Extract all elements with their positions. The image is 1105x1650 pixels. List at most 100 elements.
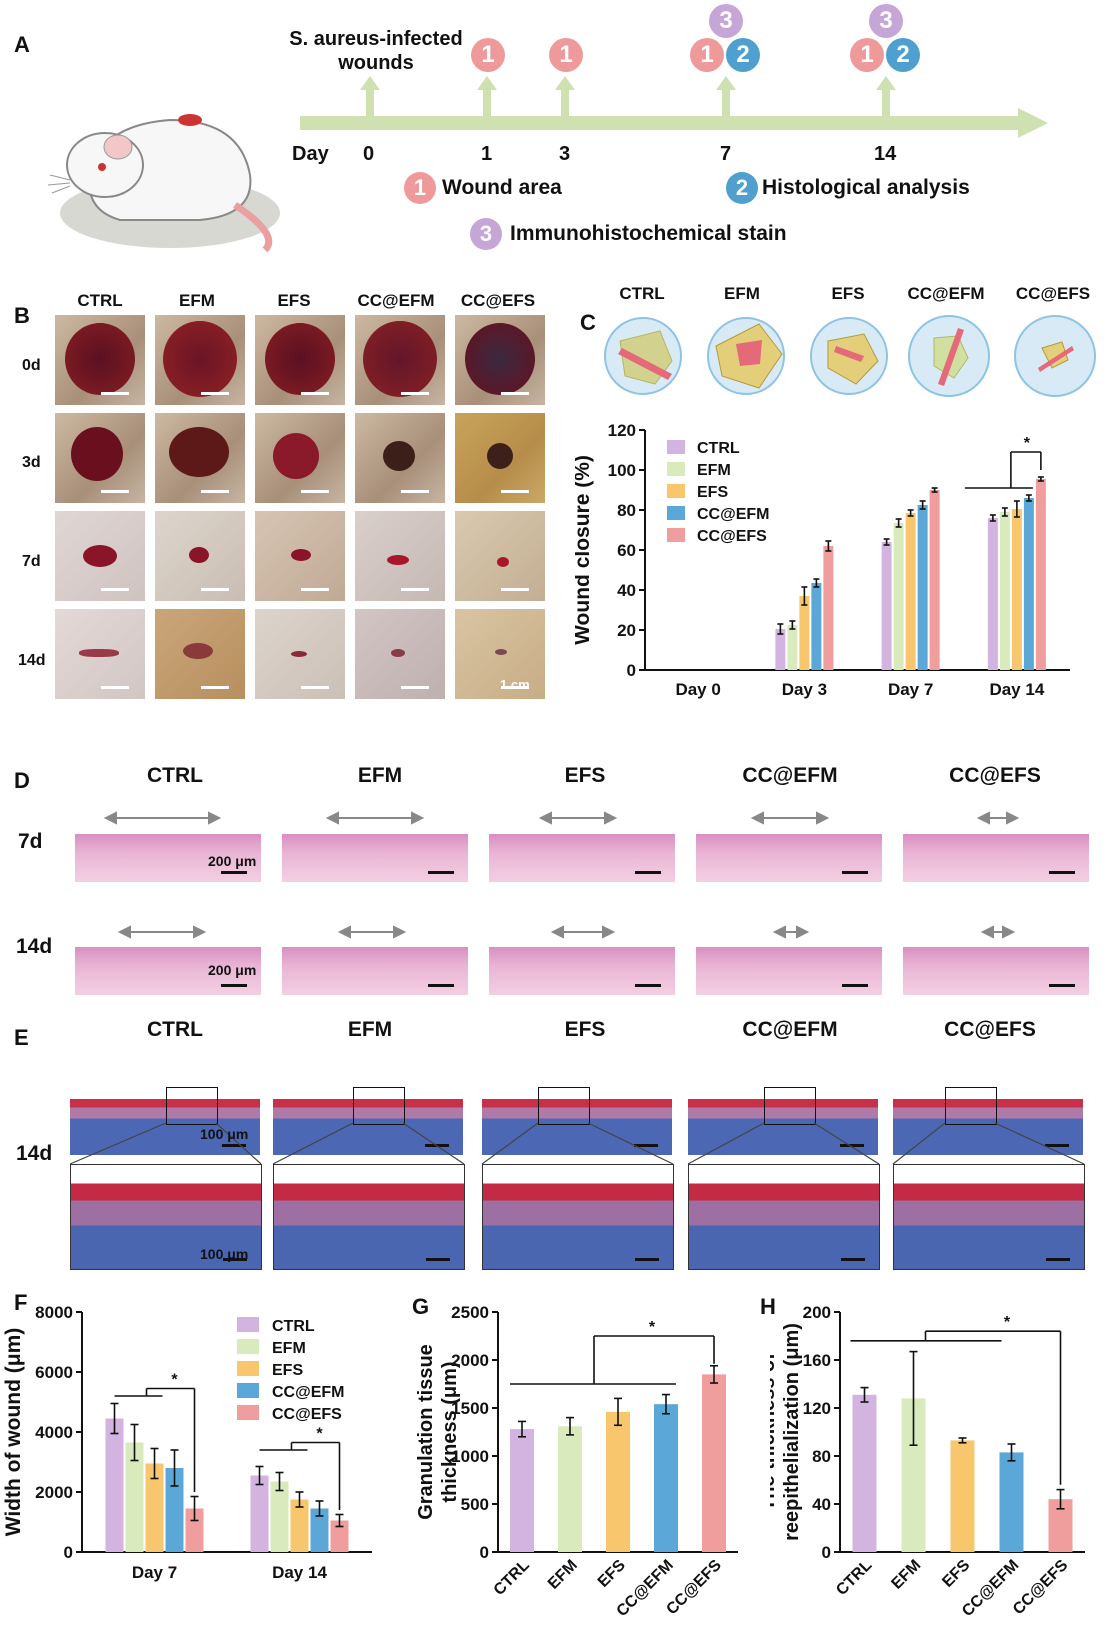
legend-swatch-efm bbox=[667, 462, 685, 476]
wound-photo-efs-3d bbox=[255, 413, 345, 503]
timeline-day-3: 3 bbox=[559, 143, 571, 165]
marker-day7-immuno: 3 bbox=[709, 4, 743, 38]
he-section-efs-14d bbox=[489, 925, 675, 995]
wound-trace-ctrl bbox=[604, 317, 682, 395]
legend-label-cc-efm: CC@EFM bbox=[697, 506, 769, 523]
reepithelialization-chart: 0 40 80 120 160 200 The thickness of reepitheli… bbox=[770, 1303, 1085, 1620]
y-tick-label: 0 bbox=[822, 1543, 831, 1562]
legend-label-efm: EFM bbox=[697, 462, 731, 479]
wound-photo-cc-efs-14d bbox=[455, 609, 545, 699]
wound-photo-cc-efm-0d bbox=[355, 315, 445, 405]
legend-label-cc-efs: CC@EFS bbox=[272, 1406, 342, 1423]
y-axis-title-line1: Granulation tissue bbox=[415, 1344, 437, 1520]
legend-histological-analysis: 2 Histological analysis bbox=[726, 172, 970, 204]
wound-photo-ctrl-7d bbox=[55, 511, 145, 601]
x-tick-label: CTRL bbox=[491, 1557, 533, 1599]
legend-number-1: 1 bbox=[404, 172, 436, 204]
significance-star: * bbox=[171, 1372, 178, 1389]
wound-trace-efs bbox=[810, 317, 888, 395]
e-scale-bar-label-zoom: 100 μm bbox=[200, 1246, 249, 1262]
y-tick-label: 40 bbox=[617, 581, 636, 600]
d-col-cc-efm: CC@EFM bbox=[742, 764, 838, 787]
marker-day14-immuno: 3 bbox=[869, 4, 903, 38]
y-tick-label: 2000 bbox=[451, 1351, 489, 1370]
legend-label-efs: EFS bbox=[697, 484, 728, 501]
y-tick-label: 20 bbox=[617, 621, 636, 640]
wound-photo-efm-0d bbox=[155, 315, 245, 405]
masson-zoom-ctrl bbox=[70, 1164, 262, 1270]
legend-swatch-efs bbox=[667, 484, 685, 498]
significance-star: * bbox=[316, 1426, 323, 1443]
bar-ctrl bbox=[852, 1394, 877, 1552]
marker-day14-wound-area: 1 bbox=[850, 38, 884, 72]
d-col-ctrl: CTRL bbox=[147, 764, 203, 787]
panel-label-e: E bbox=[14, 1025, 29, 1050]
bar-cc-efs-day-14 bbox=[1035, 479, 1046, 670]
y-axis-title: Wound closure (%) bbox=[575, 455, 594, 645]
bar-cc-efs-day-3 bbox=[823, 546, 834, 670]
panel-label-a: A bbox=[14, 32, 30, 57]
y-tick-label: 1000 bbox=[451, 1447, 489, 1466]
marker-day7-histology: 2 bbox=[726, 38, 760, 72]
x-tick-label: Day 14 bbox=[989, 680, 1044, 699]
bar-ctrl bbox=[510, 1429, 534, 1552]
bar-efs-day-7 bbox=[905, 513, 916, 670]
d-col-efm: EFM bbox=[357, 764, 403, 787]
masson-overview-efm bbox=[273, 1085, 463, 1155]
wound-photo-ctrl-0d bbox=[55, 315, 145, 405]
timeline-start-label: S. aureus-infected wounds bbox=[289, 28, 463, 74]
b-row-7d: 7d bbox=[22, 553, 41, 570]
bar-efm-day-7 bbox=[125, 1442, 144, 1552]
b-col-efm: EFM bbox=[179, 291, 215, 310]
panel-label-c: C bbox=[580, 310, 596, 335]
c-col-cc-efm: CC@EFM bbox=[907, 284, 985, 303]
bar-ctrl-day-3 bbox=[775, 629, 786, 670]
c-col-efs: EFS bbox=[831, 284, 865, 303]
b-col-ctrl: CTRL bbox=[77, 291, 123, 310]
timeline-day-1: 1 bbox=[481, 143, 493, 165]
legend-swatch-efs bbox=[237, 1361, 259, 1376]
wound-photo-cc-efm-14d bbox=[355, 609, 445, 699]
x-tick-label: Day 7 bbox=[888, 680, 933, 699]
y-tick-label: 80 bbox=[617, 501, 636, 520]
granulation-thickness-chart: 0 500 1000 1500 2000 2500 Granulation tissue th… bbox=[415, 1303, 738, 1620]
y-tick-label: 100 bbox=[608, 461, 636, 480]
he-section-cc-efs-14d bbox=[903, 925, 1089, 995]
bar-cc-efm-day-3 bbox=[811, 583, 822, 670]
bar-cc-efs bbox=[702, 1374, 726, 1552]
wound-photo-cc-efs-0d bbox=[455, 315, 545, 405]
he-section-efm-7d bbox=[282, 812, 468, 882]
timeline-day-14: 14 bbox=[874, 143, 897, 165]
bar-cc-efs-day-14 bbox=[330, 1520, 349, 1552]
y-tick-label: 500 bbox=[461, 1495, 489, 1514]
y-tick-label: 120 bbox=[803, 1399, 831, 1418]
x-tick-label: EFM bbox=[888, 1557, 924, 1593]
b-scale-bar-label: 1 cm bbox=[500, 677, 530, 692]
y-axis-title-line2: reepithelialization (μm) bbox=[781, 1323, 803, 1541]
legend-wound-area: 1 Wound area bbox=[404, 172, 562, 204]
wound-photo-efs-14d bbox=[255, 609, 345, 699]
c-col-cc-efs: CC@EFS bbox=[1015, 284, 1091, 303]
y-tick-label: 0 bbox=[627, 661, 636, 680]
d-col-efs: EFS bbox=[564, 764, 606, 787]
bar-ctrl-day-14 bbox=[987, 518, 998, 670]
marker-day14-histology: 2 bbox=[886, 38, 920, 72]
bar-efs bbox=[606, 1411, 630, 1552]
significance-star: * bbox=[649, 1319, 656, 1336]
legend-number-3: 3 bbox=[470, 218, 502, 250]
timeline-axis bbox=[300, 76, 1048, 138]
x-tick-label: Day 14 bbox=[272, 1563, 327, 1582]
legend-swatch-ctrl bbox=[667, 440, 685, 454]
x-tick-label: EFS bbox=[939, 1557, 973, 1591]
he-section-cc-efs-7d bbox=[903, 812, 1089, 882]
masson-overview-cc-efm bbox=[688, 1085, 878, 1155]
wound-trace-efm bbox=[707, 317, 785, 395]
marker-day7-wound-area: 1 bbox=[690, 38, 724, 72]
legend-swatch-efm bbox=[237, 1339, 259, 1354]
wound-photo-cc-efs-3d bbox=[455, 413, 545, 503]
wound-photo-ctrl-3d bbox=[55, 413, 145, 503]
timeline-day-0: 0 bbox=[363, 143, 375, 165]
wound-width-chart: 0 2000 4000 6000 8000 Width of wound (μm) Day … bbox=[2, 1303, 372, 1582]
bar-efs bbox=[950, 1440, 975, 1552]
he-section-cc-efm-14d bbox=[696, 925, 882, 995]
